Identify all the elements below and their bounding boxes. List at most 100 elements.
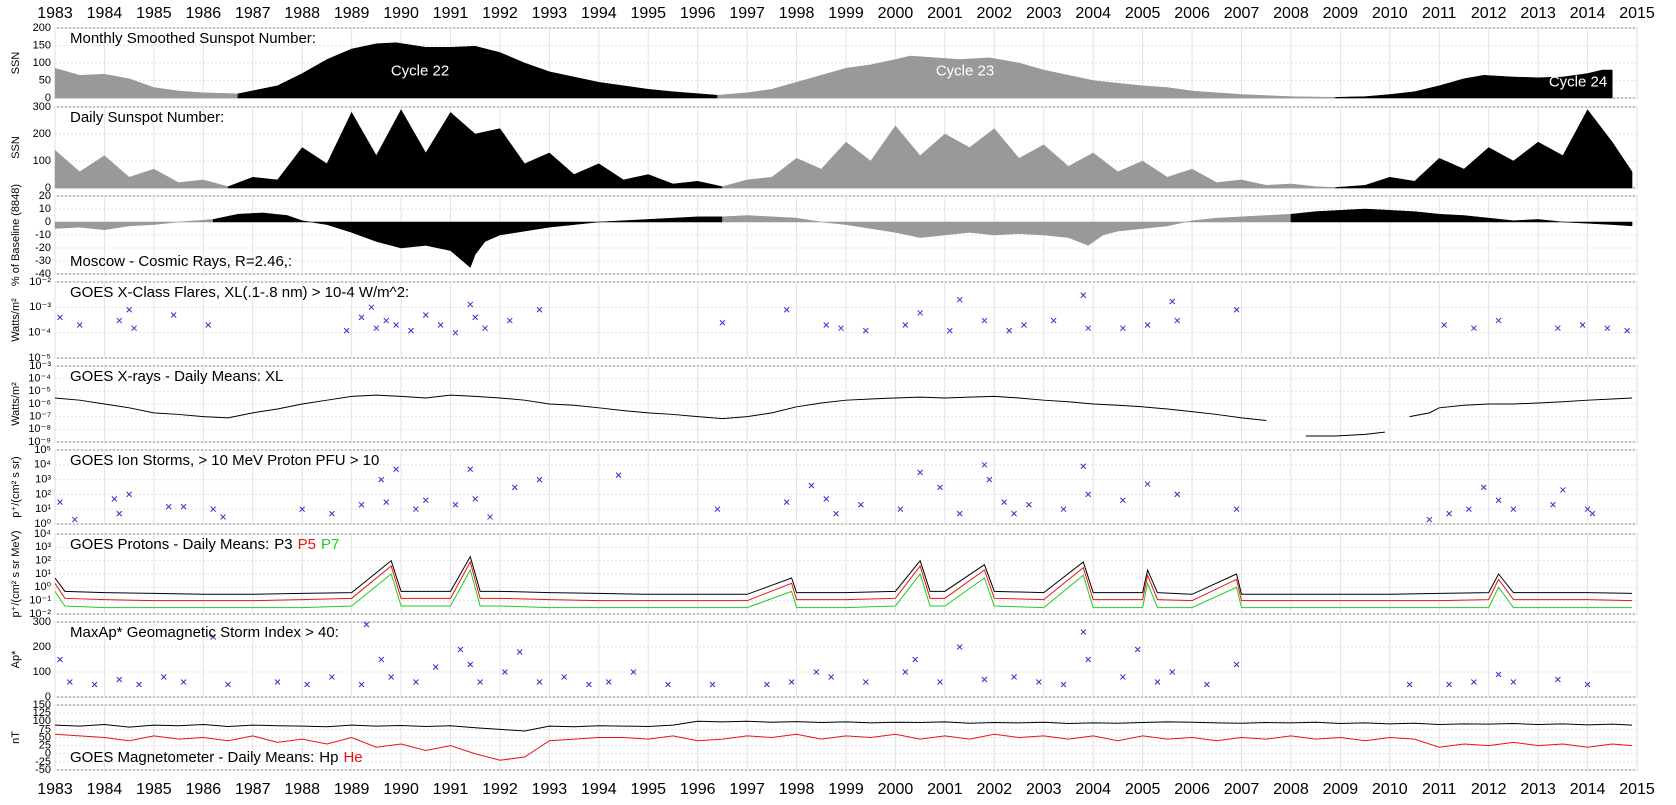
marker-stroke (116, 510, 123, 517)
marker-stroke (1441, 322, 1448, 328)
marker (981, 676, 988, 683)
marker-stroke (917, 469, 924, 476)
marker-stroke (71, 516, 78, 523)
marker-stroke (210, 506, 217, 513)
marker-stroke (813, 669, 820, 675)
y-tick-label: 10⁻⁶ (28, 398, 51, 410)
marker-stroke (956, 510, 963, 517)
marker-stroke (1579, 322, 1586, 328)
x-tick-label: 1986 (186, 5, 222, 22)
x-tick-label: 1991 (433, 781, 469, 798)
marker-stroke (220, 514, 226, 520)
x-tick-label: 1984 (87, 5, 123, 22)
marker (1495, 497, 1502, 504)
marker-stroke (511, 484, 518, 491)
y-tick-label: 10⁰ (34, 581, 51, 593)
title-text: GOES Ion Storms, > 10 MeV Proton PFU > 1… (70, 452, 379, 469)
marker-stroke (828, 674, 835, 680)
marker-stroke (225, 681, 231, 688)
x-tick-label: 2003 (1026, 781, 1062, 798)
marker (516, 649, 523, 655)
marker (126, 491, 133, 498)
x-tick-label: 2004 (1075, 781, 1111, 798)
area (722, 125, 1336, 189)
marker-stroke (709, 681, 716, 688)
marker-stroke (981, 676, 988, 683)
marker (714, 506, 721, 513)
marker-stroke (1604, 325, 1611, 332)
x-tick-label: 1996 (680, 5, 716, 22)
y-tick-label: 10⁻⁹ (28, 436, 51, 448)
marker (358, 314, 365, 321)
x-tick-label: 1990 (383, 781, 419, 798)
panel-title: Monthly Smoothed Sunspot Number: (70, 30, 316, 47)
x-tick-label: 2001 (927, 781, 963, 798)
y-tick-label: 25 (39, 740, 51, 752)
y-tick-label: 125 (33, 707, 51, 719)
marker-stroke (1174, 491, 1181, 498)
x-tick-label: 1987 (235, 5, 271, 22)
panel-title: GOES X-rays - Daily Means: XL (70, 368, 283, 385)
marker (165, 503, 172, 510)
marker-stroke (1085, 491, 1092, 498)
marker-stroke (467, 466, 474, 473)
marker-stroke (467, 301, 474, 308)
marker-stroke (1060, 681, 1067, 688)
marker (1119, 674, 1126, 680)
marker-stroke (57, 314, 63, 321)
marker-stroke (57, 656, 63, 663)
marker (71, 516, 78, 523)
marker (709, 681, 716, 688)
y-tick-label: 50 (39, 74, 51, 86)
marker-stroke (946, 327, 953, 334)
y-tick-label: 10 (39, 203, 51, 215)
x-tick-label: 1995 (630, 781, 666, 798)
marker (368, 304, 375, 311)
line (54, 394, 1633, 437)
marker (605, 679, 612, 685)
marker (1080, 292, 1087, 299)
marker-stroke (413, 506, 419, 513)
marker (299, 506, 306, 513)
marker-stroke (452, 329, 459, 336)
marker (487, 514, 493, 520)
y-tick-label: 150 (33, 699, 51, 711)
y-tick-label: 10² (35, 555, 51, 567)
marker (561, 674, 568, 680)
marker-stroke (1550, 501, 1556, 508)
marker-stroke (536, 306, 543, 313)
marker-stroke (358, 314, 365, 321)
marker-stroke (912, 656, 919, 663)
x-tick-label: 1997 (729, 5, 765, 22)
marker (383, 317, 390, 324)
y-tick-label: 10³ (35, 541, 51, 553)
marker (111, 496, 118, 502)
marker (57, 656, 63, 663)
marker (1579, 322, 1586, 328)
marker (116, 676, 123, 683)
y-tick-label: 10⁻⁴ (28, 373, 51, 385)
y-tick-label: 300 (33, 101, 51, 113)
x-tick-label: 2002 (977, 5, 1013, 22)
marker (1589, 510, 1596, 517)
marker (665, 681, 671, 688)
marker-stroke (1471, 679, 1477, 685)
marker-stroke (1555, 325, 1561, 332)
marker-stroke (1446, 510, 1452, 517)
marker-stroke (1085, 325, 1092, 332)
y-tick-label: 100 (33, 715, 51, 727)
marker-stroke (383, 499, 390, 505)
marker (57, 314, 63, 321)
marker (1233, 306, 1240, 313)
x-tick-label: 1993 (532, 5, 568, 22)
marker (981, 317, 988, 324)
marker (630, 669, 637, 675)
x-tick-label: 2009 (1323, 5, 1359, 22)
marker-stroke (1169, 669, 1176, 675)
marker (536, 679, 543, 685)
marker (1119, 497, 1126, 504)
marker (1495, 671, 1502, 678)
x-tick-label: 2000 (878, 781, 914, 798)
marker (160, 674, 167, 680)
x-tick-label: 2011 (1422, 781, 1457, 798)
